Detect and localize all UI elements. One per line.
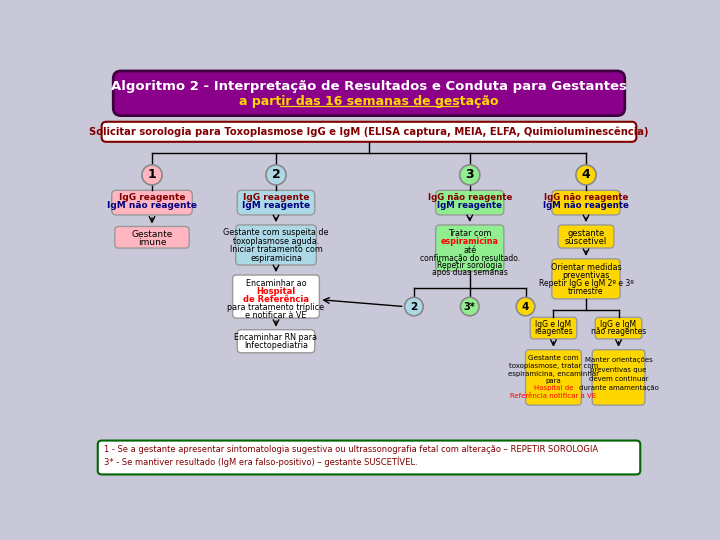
Text: Repetir sorologia: Repetir sorologia [437,261,503,270]
Text: suscetível: suscetível [565,237,607,246]
Circle shape [576,165,596,185]
Text: trimestre: trimestre [568,287,604,296]
Text: espiramicina, encaminhar: espiramicina, encaminhar [508,370,599,376]
Text: Infectopediatria: Infectopediatria [244,341,308,350]
FancyBboxPatch shape [526,350,581,405]
FancyBboxPatch shape [113,71,625,116]
Text: Referência notificar à VE: Referência notificar à VE [510,393,596,399]
Text: IgG reagente: IgG reagente [243,193,310,202]
FancyBboxPatch shape [233,275,320,318]
Text: a partir das 16 semanas de gestação: a partir das 16 semanas de gestação [239,95,499,108]
Text: 1: 1 [148,168,156,181]
Text: Iniciar tratamento com: Iniciar tratamento com [230,245,323,254]
FancyBboxPatch shape [595,318,642,339]
Text: Hospital: Hospital [256,287,296,296]
Text: Tratar com: Tratar com [448,229,492,238]
Text: e notificar à VE: e notificar à VE [246,310,307,320]
Text: 2: 2 [410,301,418,312]
Text: IgG não reagente: IgG não reagente [544,193,628,202]
Circle shape [461,298,479,316]
Text: IgG reagente: IgG reagente [119,193,185,202]
FancyBboxPatch shape [530,318,577,339]
Text: Manter orientações: Manter orientações [585,357,652,363]
FancyBboxPatch shape [112,190,192,215]
Text: para: para [546,379,562,384]
Text: espiramicina: espiramicina [441,238,499,246]
Text: 4: 4 [582,168,590,181]
Text: Orientar medidas: Orientar medidas [551,263,621,272]
FancyBboxPatch shape [238,190,315,215]
Text: 3* - Se mantiver resultado (IgM era falso-positivo) – gestante SUSCETÍVEL.: 3* - Se mantiver resultado (IgM era fals… [104,457,418,467]
Text: confirmação do resultado.: confirmação do resultado. [420,254,520,262]
Text: Gestante com: Gestante com [528,355,579,361]
Text: toxoplasmose aguda.: toxoplasmose aguda. [233,237,319,246]
Text: 2: 2 [271,168,280,181]
FancyBboxPatch shape [98,441,640,475]
Text: Gestante: Gestante [131,231,173,239]
Text: para tratamento tríplice: para tratamento tríplice [228,303,325,312]
Circle shape [405,298,423,316]
Text: Encaminhar RN para: Encaminhar RN para [235,333,318,342]
Text: 3*: 3* [464,301,476,312]
Text: imune: imune [138,238,166,247]
Circle shape [516,298,535,316]
FancyBboxPatch shape [436,190,504,215]
Text: reagentes: reagentes [534,327,573,336]
Text: Algoritmo 2 - Interpretação de Resultados e Conduta para Gestantes: Algoritmo 2 - Interpretação de Resultado… [111,80,627,93]
Circle shape [142,165,162,185]
FancyBboxPatch shape [102,122,636,142]
Text: IgM reagente: IgM reagente [437,201,503,210]
FancyBboxPatch shape [235,225,316,265]
Text: IgG e IgM: IgG e IgM [600,320,636,329]
Text: IgM não reagente: IgM não reagente [543,201,629,210]
Text: devem continuar: devem continuar [589,376,648,382]
Text: Gestante com suspeita de: Gestante com suspeita de [223,228,329,237]
Text: IgM reagente: IgM reagente [242,201,310,210]
Text: 4: 4 [522,301,529,312]
Text: IgG e IgM: IgG e IgM [536,320,572,329]
FancyBboxPatch shape [436,225,504,271]
Text: Hospital de: Hospital de [534,385,573,391]
Circle shape [459,165,480,185]
Text: IgG não reagente: IgG não reagente [428,193,512,202]
FancyBboxPatch shape [552,259,620,299]
Text: 1 - Se a gestante apresentar sintomatologia sugestiva ou ultrassonografia fetal : 1 - Se a gestante apresentar sintomatolo… [104,446,598,454]
FancyBboxPatch shape [552,190,620,215]
Text: IgM não reagente: IgM não reagente [107,201,197,210]
Text: de Referência: de Referência [243,295,309,304]
Text: preventivas: preventivas [562,271,610,280]
Text: Encaminhar ao: Encaminhar ao [246,279,306,288]
FancyBboxPatch shape [114,226,189,248]
Text: não reagentes: não reagentes [591,327,646,336]
Text: após duas semanas: após duas semanas [432,268,508,278]
Text: até: até [463,246,477,255]
Text: Solicitar sorologia para Toxoplasmose IgG e IgM (ELISA captura, MEIA, ELFA, Quim: Solicitar sorologia para Toxoplasmose Ig… [89,126,649,137]
Text: espiramicina: espiramicina [250,254,302,262]
FancyBboxPatch shape [593,350,645,405]
FancyBboxPatch shape [558,225,614,248]
Text: preventivas que: preventivas que [590,367,647,373]
FancyBboxPatch shape [238,330,315,353]
Text: durante amamentação: durante amamentação [579,385,659,391]
Text: Repetir IgG e IgM 2º e 3º: Repetir IgG e IgM 2º e 3º [539,279,634,288]
Text: 3: 3 [465,168,474,181]
Text: gestante: gestante [567,229,605,238]
Circle shape [266,165,286,185]
Text: toxoplasmose, tratar com: toxoplasmose, tratar com [509,363,598,369]
